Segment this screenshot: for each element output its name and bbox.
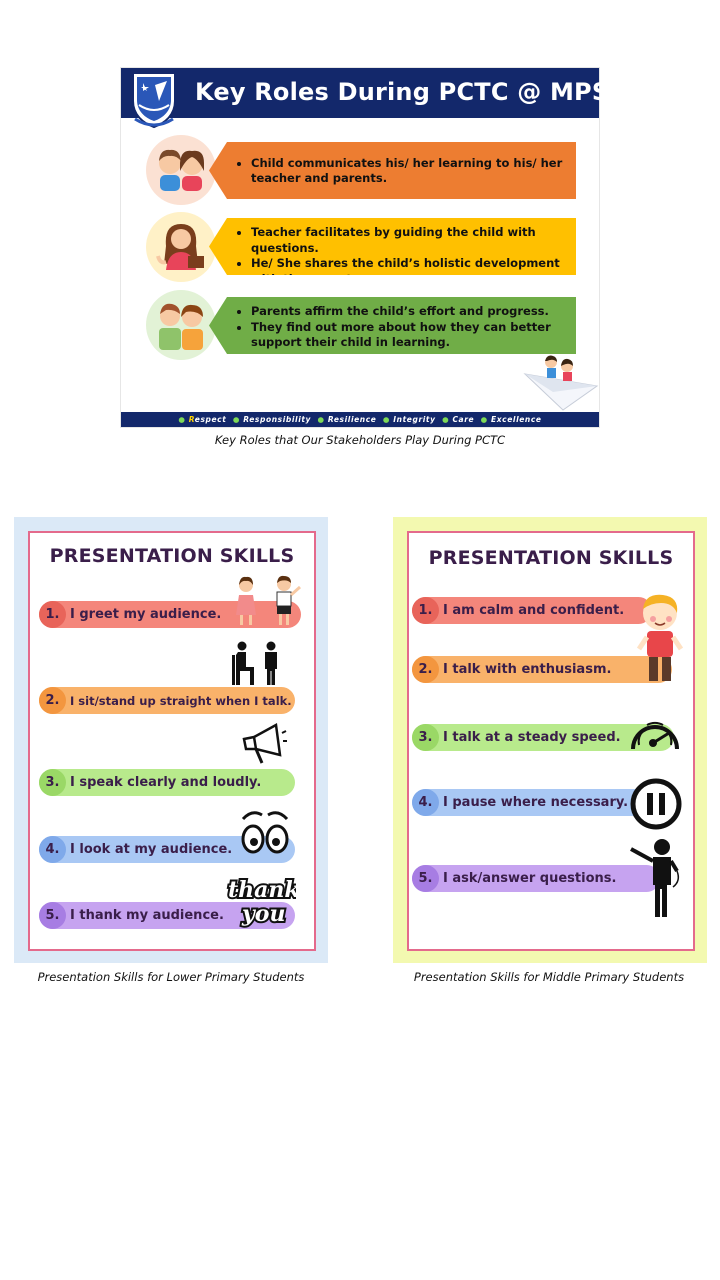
skill-item: 5. I ask/answer questions.	[412, 865, 660, 892]
teacher-icon	[146, 212, 216, 282]
school-values-bar: ● Respect ● Responsibility ● Resilience …	[121, 412, 599, 427]
slide-header: Key Roles During PCTC @ MPS	[121, 68, 609, 129]
looking-eyes-icon	[240, 809, 290, 861]
thank-you-art-icon: thank you	[222, 873, 302, 933]
slide-title: Key Roles During PCTC @ MPS	[195, 78, 610, 106]
key-roles-slide: Key Roles During PCTC @ MPS Child commun…	[121, 68, 609, 427]
role-teacher-text-2: He/ She shares the child’s holistic deve…	[251, 256, 566, 275]
school-crest-icon	[129, 71, 179, 129]
presentation-skills-middle-poster: PRESENTATION SKILLS 1. I am calm and con…	[393, 517, 707, 963]
parents-icon	[146, 290, 216, 360]
role-teacher-bar: Teacher facilitates by guiding the child…	[209, 218, 576, 275]
speedometer-icon	[627, 709, 683, 757]
confident-boy-icon	[633, 591, 687, 691]
skill-item: 4. I pause where necessary.	[412, 789, 652, 816]
role-teacher-text-1: Teacher facilitates by guiding the child…	[251, 225, 566, 256]
skill-item: 2. I sit/stand up straight when I talk.	[39, 687, 295, 714]
sit-stand-icon	[230, 641, 286, 691]
skill-item: 1. I greet my audience.	[39, 601, 301, 628]
lower-poster-caption: Presentation Skills for Lower Primary St…	[37, 970, 305, 984]
skill-item: 3. I speak clearly and loudly.	[39, 769, 295, 796]
greeting-kids-icon	[230, 573, 304, 633]
skill-item: 1. I am calm and confident.	[412, 597, 652, 624]
role-child-bar: Child communicates his/ her learning to …	[209, 142, 576, 199]
svg-text:thank: thank	[228, 877, 296, 903]
presentation-skills-lower-poster: PRESENTATION SKILLS 1. I greet my audien…	[14, 517, 328, 963]
skill-item: 2. I talk with enthusiasm.	[412, 656, 672, 683]
svg-text:you: you	[241, 901, 285, 927]
poster-title: PRESENTATION SKILLS	[428, 547, 674, 569]
role-parents-bar: Parents affirm the child’s effort and pr…	[209, 297, 576, 354]
role-parents-text-2: They find out more about how they can be…	[251, 320, 566, 351]
paper-plane-kids-icon	[523, 352, 599, 412]
skill-item: 3. I talk at a steady speed.	[412, 724, 674, 751]
skill-item: 5. I thank my audience.	[39, 902, 295, 929]
person-with-microphone-icon	[629, 837, 683, 923]
pause-icon	[629, 777, 683, 835]
key-roles-caption: Key Roles that Our Stakeholders Play Dur…	[214, 433, 506, 447]
middle-poster-caption: Presentation Skills for Middle Primary S…	[413, 970, 685, 984]
megaphone-icon	[240, 721, 288, 771]
role-parents-text-1: Parents affirm the child’s effort and pr…	[251, 304, 566, 320]
role-child-text: Child communicates his/ her learning to …	[251, 156, 566, 187]
children-icon	[146, 135, 216, 205]
poster-title: PRESENTATION SKILLS	[49, 545, 295, 567]
